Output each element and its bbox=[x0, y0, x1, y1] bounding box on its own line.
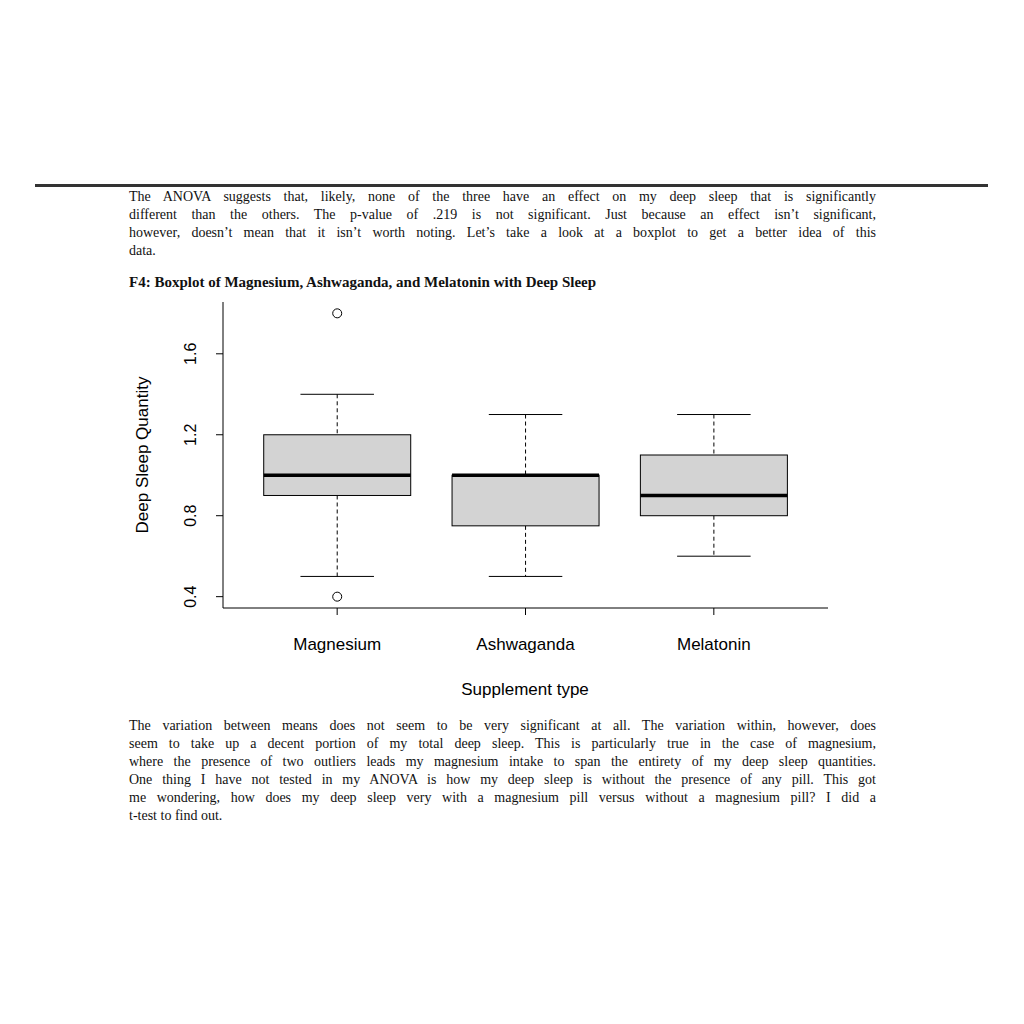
html-text:One thing I have not tested in: One thing I have not tested in my ANOVA … bbox=[129, 772, 876, 787]
html-text:The ANOVA suggests that, likel: The ANOVA suggests that, likely, none of… bbox=[129, 189, 876, 204]
svg-text:0.4: 0.4 bbox=[182, 585, 199, 607]
html-text:seem to take up a decent porti: seem to take up a decent portion of my t… bbox=[129, 736, 876, 751]
html-text:The variation between means do: The variation between means does not see… bbox=[129, 718, 876, 733]
html-text:t-test to find out.: t-test to find out. bbox=[129, 808, 223, 823]
svg-text:0.8: 0.8 bbox=[182, 504, 199, 526]
html-text:Supplement type: Supplement type bbox=[461, 680, 589, 699]
svg-text:Magnesium: Magnesium bbox=[293, 635, 381, 654]
svg-text:1.2: 1.2 bbox=[182, 424, 199, 446]
html-text:Deep Sleep Quantity: Deep Sleep Quantity bbox=[133, 376, 152, 534]
html-text:different than the others. The: different than the others. The p-value o… bbox=[129, 207, 876, 222]
svg-text:1.6: 1.6 bbox=[182, 343, 199, 365]
html-text:however, doesn’t mean that it: however, doesn’t mean that it isn’t wort… bbox=[129, 225, 876, 240]
html-text:where the presence of two outl: where the presence of two outliers leads… bbox=[129, 754, 876, 769]
html-text:me wondering, how does my deep: me wondering, how does my deep sleep ver… bbox=[129, 790, 876, 805]
svg-text:Ashwaganda: Ashwaganda bbox=[476, 635, 575, 654]
html-text:data.: data. bbox=[129, 243, 156, 258]
html-text:F4: Boxplot of Magnesium, Ashw: F4: Boxplot of Magnesium, Ashwaganda, an… bbox=[129, 274, 597, 290]
svg-text:Melatonin: Melatonin bbox=[677, 635, 751, 654]
